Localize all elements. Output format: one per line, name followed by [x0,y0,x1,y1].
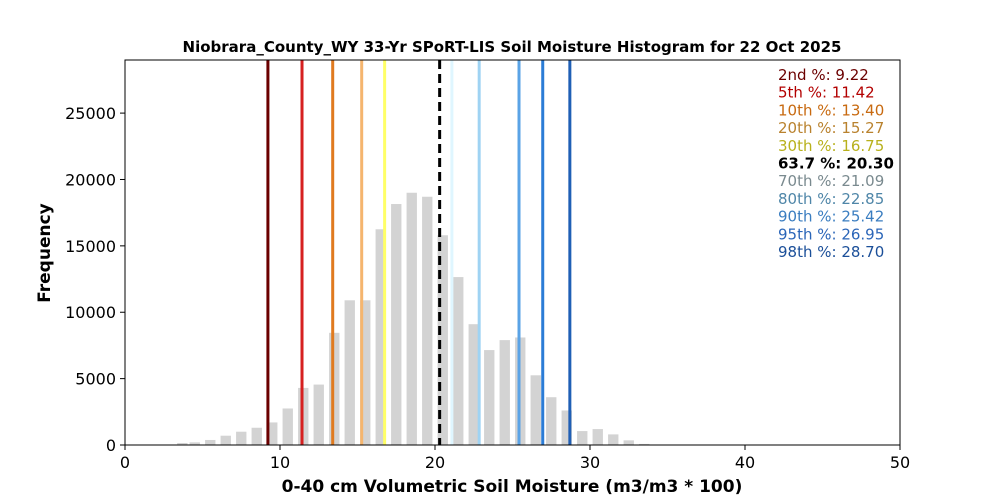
histogram-bar-1 [189,442,200,445]
legend-entry-2: 10th %: 13.40 [778,101,884,119]
y-tick-label-2: 10000 [65,303,116,322]
histogram-bar-30 [639,443,650,445]
legend-entry-10: 98th %: 28.70 [778,243,884,261]
histogram-bar-27 [592,429,603,445]
x-tick-label-3: 30 [580,453,600,472]
y-tick-label-4: 20000 [65,170,116,189]
plot-frame [124,59,901,446]
histogram-bar-20 [484,350,495,445]
histogram-bar-16 [422,196,433,445]
y-axis-label: Frequency [35,203,55,303]
x-tick-label-1: 10 [270,453,290,472]
histogram-bar-29 [623,440,634,445]
histogram-bar-17 [437,235,448,445]
x-axis-ticks: 0 10 20 30 40 50 [120,445,910,472]
x-tick-label-4: 40 [735,453,755,472]
histogram-bar-24 [546,397,557,445]
histogram-bar-3 [220,435,231,445]
histogram-bar-23 [530,375,541,445]
y-axis-ticks: 0 5000 10000 15000 20000 25000 [65,104,125,455]
histogram-bars [177,192,650,445]
histogram-bar-7 [282,408,293,445]
legend-entry-7: 80th %: 22.85 [778,190,884,208]
histogram-bar-25 [561,410,572,445]
legend-entry-1: 5th %: 11.42 [778,84,875,102]
histogram-bar-21 [499,340,510,445]
x-tick-label-5: 50 [890,453,910,472]
x-tick-label-0: 0 [120,453,130,472]
histogram-bar-14 [391,204,402,445]
histogram-bar-0 [177,443,188,445]
legend-entry-8: 90th %: 25.42 [778,208,884,226]
histogram-bar-5 [251,427,262,445]
histogram-bar-15 [406,192,417,445]
histogram-bar-9 [313,384,324,445]
legend-entry-6: 70th %: 21.09 [778,172,884,190]
x-tick-label-2: 20 [425,453,445,472]
percentile-lines [266,60,572,445]
histogram-bar-28 [608,434,619,445]
histogram-bar-26 [577,431,588,445]
legend-entry-3: 20th %: 15.27 [778,119,884,137]
histogram-bar-19 [468,324,479,445]
histogram-bar-10 [329,332,340,445]
histogram-bar-2 [205,439,216,445]
legend-entry-9: 95th %: 26.95 [778,225,884,243]
legend-entry-0: 2nd %: 9.22 [778,66,869,84]
y-tick-label-5: 25000 [65,104,116,123]
histogram-bar-4 [236,431,247,445]
legend-entry-4: 30th %: 16.75 [778,137,884,155]
histogram-bar-11 [344,300,355,445]
y-tick-label-0: 0 [106,436,116,455]
y-tick-label-3: 15000 [65,237,116,256]
y-tick-label-1: 5000 [75,370,116,389]
legend-entry-5: 63.7 %: 20.30 [778,155,894,173]
histogram-bar-6 [267,422,278,445]
chart-title: Niobrara_County_WY 33-Yr SPoRT-LIS Soil … [183,38,842,56]
histogram-bar-13 [375,229,386,445]
x-axis-label: 0-40 cm Volumetric Soil Moisture (m3/m3 … [282,477,743,497]
histogram-bar-18 [453,277,464,445]
histogram-bar-12 [360,300,371,445]
